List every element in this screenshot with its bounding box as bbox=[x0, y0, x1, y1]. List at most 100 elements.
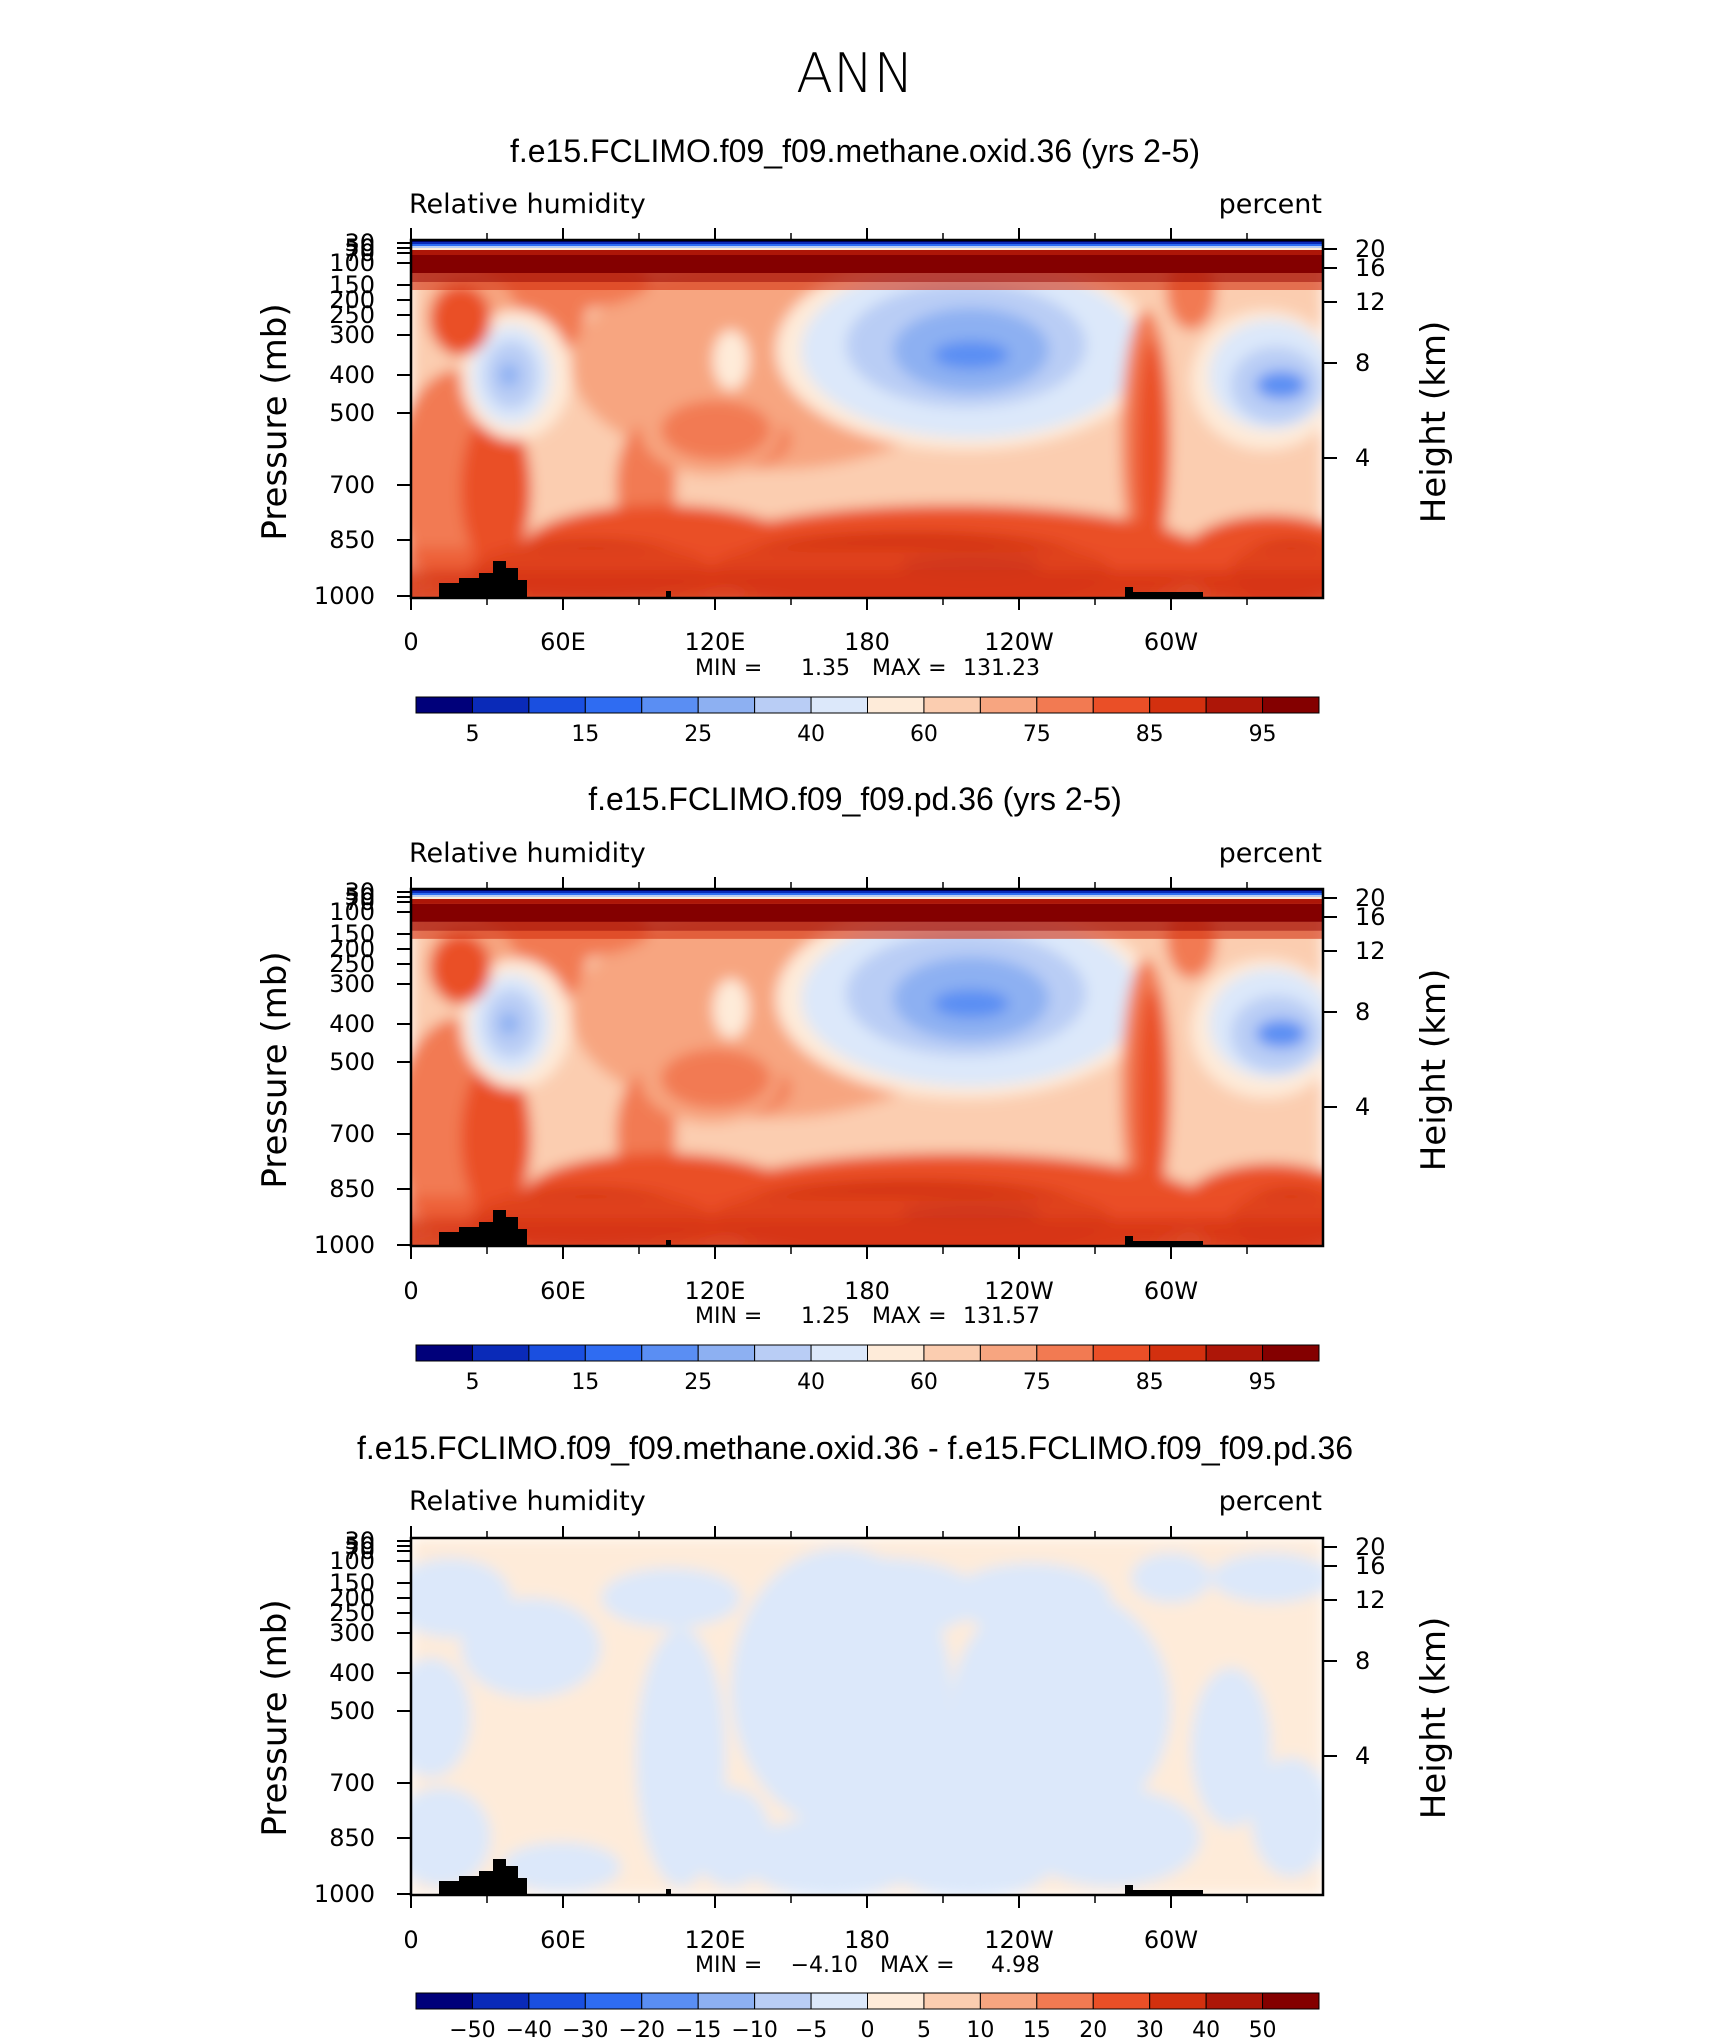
y2-tick-label: 8 bbox=[1355, 998, 1370, 1026]
colorbar-label: 15 bbox=[571, 1370, 599, 1395]
y-tick-label: 70 bbox=[344, 1537, 375, 1565]
y-tick-label: 30 bbox=[344, 229, 375, 257]
y-tick-label: 150 bbox=[329, 271, 375, 299]
colorbar-swatch bbox=[641, 1992, 699, 2010]
colorbar: 5 15 25 40 60 75 85 95 bbox=[415, 1344, 1320, 1395]
colorbar-label: 60 bbox=[910, 1370, 938, 1395]
colorbar-label: 50 bbox=[1249, 2018, 1277, 2038]
x-tick-label: 120W bbox=[984, 628, 1054, 656]
colorbar-label: 40 bbox=[797, 1370, 825, 1395]
colorbar-swatch bbox=[1036, 1344, 1094, 1362]
colorbar-label: 10 bbox=[966, 2018, 994, 2038]
x-tick-label: 120E bbox=[685, 628, 746, 656]
colorbar: 5 15 25 40 60 75 85 95 bbox=[415, 696, 1320, 747]
y2-tick-label: 4 bbox=[1355, 1742, 1370, 1770]
colorbar-swatch bbox=[1036, 696, 1094, 714]
y-tick-label: 250 bbox=[329, 950, 375, 978]
colorbar-swatch bbox=[810, 696, 868, 714]
colorbar-swatch bbox=[1262, 1992, 1320, 2010]
panel-title: f.e15.FCLIMO.f09_f09.methane.oxid.36 (yr… bbox=[510, 133, 1200, 169]
y2-tick-label: 4 bbox=[1355, 1093, 1370, 1121]
colorbar-swatch bbox=[1149, 1992, 1207, 2010]
panel-3: f.e15.FCLIMO.f09_f09.methane.oxid.36 - f… bbox=[255, 1430, 1454, 2038]
x-tick-label: 120W bbox=[984, 1926, 1054, 1954]
y-tick-label: 50 bbox=[344, 883, 375, 911]
colorbar-label: −5 bbox=[795, 2018, 827, 2038]
x-tick-label: 120E bbox=[685, 1926, 746, 1954]
panel-1: f.e15.FCLIMO.f09_f09.methane.oxid.36 (yr… bbox=[255, 133, 1454, 747]
y2-tick-label: 12 bbox=[1355, 937, 1386, 965]
units-label: percent bbox=[1219, 1486, 1322, 1517]
colorbar-swatch bbox=[1149, 1344, 1207, 1362]
max-label: MAX = bbox=[872, 1304, 947, 1329]
y2-tick-label: 12 bbox=[1355, 1586, 1386, 1614]
y-tick-label: 500 bbox=[329, 1697, 375, 1725]
y-tick-label: 700 bbox=[329, 471, 375, 499]
colorbar-label: 40 bbox=[797, 722, 825, 747]
colorbar-label: 25 bbox=[684, 722, 712, 747]
colorbar-swatch bbox=[1092, 1344, 1151, 1362]
colorbar-label: 95 bbox=[1249, 1370, 1277, 1395]
x-tick-label: 120E bbox=[685, 1277, 746, 1305]
colorbar-swatch bbox=[1092, 1992, 1151, 2010]
colorbar-swatch bbox=[810, 1992, 868, 2010]
y-tick-label: 400 bbox=[329, 361, 375, 389]
stats-line: MIN = 1.25 MAX = 131.57 bbox=[695, 1304, 1040, 1329]
y2-tick-label: 16 bbox=[1355, 254, 1386, 282]
y-tick-label: 300 bbox=[329, 321, 375, 349]
colorbar-swatch bbox=[415, 1344, 473, 1362]
terrain-mask bbox=[439, 561, 1203, 598]
colorbar-swatch bbox=[1205, 1992, 1264, 2010]
colorbar-label: 20 bbox=[1079, 2018, 1107, 2038]
colorbar-label: 75 bbox=[1023, 1370, 1051, 1395]
colorbar-swatch bbox=[528, 696, 586, 714]
contour-field bbox=[411, 889, 1323, 1246]
colorbar-swatch bbox=[415, 696, 473, 714]
colorbar-swatch bbox=[697, 1344, 756, 1362]
colorbar: −50 −40 −30 −20 −15 −10 −5 0 5 10 15 20 30 40 50 bbox=[415, 1992, 1320, 2038]
panel-2: f.e15.FCLIMO.f09_f09.pd.36 (yrs 2-5) Rel… bbox=[255, 781, 1454, 1395]
y-axis-label: Pressure (mb) bbox=[255, 951, 295, 1188]
colorbar-swatch bbox=[979, 696, 1038, 714]
y-tick-label: 500 bbox=[329, 399, 375, 427]
y2-tick-label: 20 bbox=[1355, 1533, 1386, 1561]
min-label: MIN = bbox=[695, 1304, 762, 1329]
main-title: ANN bbox=[796, 42, 914, 105]
colorbar-swatch bbox=[1092, 696, 1151, 714]
colorbar-label: 5 bbox=[465, 1370, 479, 1395]
colorbar-swatch bbox=[1149, 696, 1207, 714]
colorbar-swatch bbox=[471, 1992, 530, 2010]
colorbar-swatch bbox=[641, 1344, 699, 1362]
y-tick-label: 30 bbox=[344, 1527, 375, 1555]
y2-tick-label: 8 bbox=[1355, 1647, 1370, 1675]
y-tick-label: 150 bbox=[329, 1569, 375, 1597]
y-axis-label: Pressure (mb) bbox=[255, 303, 295, 540]
colorbar-swatch bbox=[979, 1992, 1038, 2010]
x-tick-label: 60E bbox=[540, 1277, 586, 1305]
colorbar-label: −40 bbox=[506, 2018, 552, 2038]
colorbar-swatch bbox=[810, 1344, 868, 1362]
contour-field bbox=[411, 240, 1323, 598]
min-value: 1.35 bbox=[801, 656, 850, 681]
colorbar-swatch bbox=[923, 1992, 981, 2010]
colorbar-swatch bbox=[1036, 1992, 1094, 2010]
colorbar-swatch bbox=[754, 1344, 812, 1362]
colorbar-label: 95 bbox=[1249, 722, 1277, 747]
colorbar-swatch bbox=[923, 1344, 981, 1362]
min-value: 1.25 bbox=[801, 1304, 850, 1329]
colorbar-label: 15 bbox=[571, 722, 599, 747]
colorbar-swatch bbox=[923, 696, 981, 714]
y-tick-label: 850 bbox=[329, 1824, 375, 1852]
colorbar-label: 75 bbox=[1023, 722, 1051, 747]
colorbar-label: −10 bbox=[731, 2018, 777, 2038]
y-tick-label: 300 bbox=[329, 970, 375, 998]
colorbar-swatch bbox=[867, 1992, 925, 2010]
colorbar-swatch bbox=[979, 1344, 1038, 1362]
colorbar-label: 0 bbox=[861, 2018, 875, 2038]
x-tick-label: 60E bbox=[540, 1926, 586, 1954]
x-axis: 0 60E 120E 180 120W 60W bbox=[403, 228, 1248, 656]
y-tick-label: 700 bbox=[329, 1120, 375, 1148]
contour-field bbox=[411, 1538, 1323, 1895]
